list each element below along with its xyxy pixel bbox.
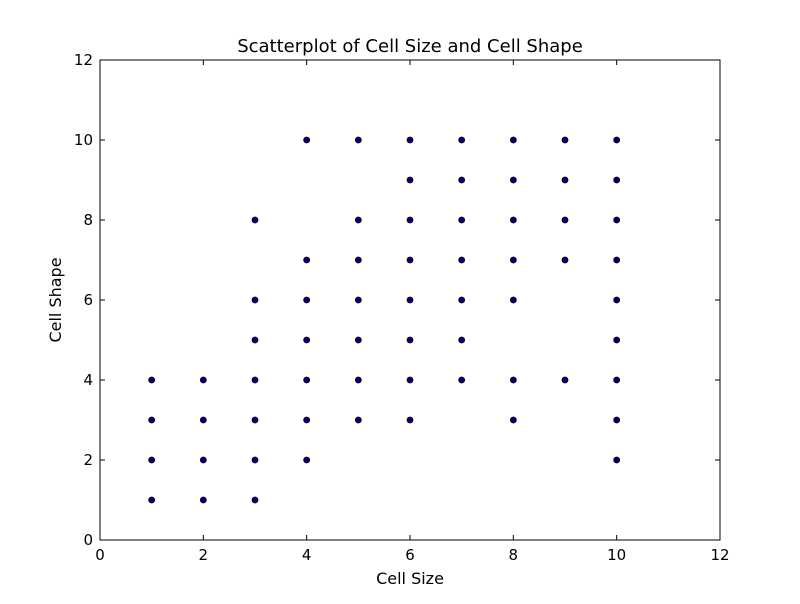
data-point <box>354 296 362 304</box>
y-tick-label: 12 <box>74 51 93 69</box>
data-point <box>199 376 207 384</box>
x-tick-label: 2 <box>199 546 209 564</box>
data-point <box>251 416 259 424</box>
data-point <box>561 216 569 224</box>
data-point <box>613 296 621 304</box>
data-point <box>354 416 362 424</box>
y-tick-label: 0 <box>83 531 93 549</box>
data-point <box>199 416 207 424</box>
y-tick-label: 10 <box>74 131 93 149</box>
data-point <box>509 216 517 224</box>
data-point <box>509 376 517 384</box>
data-point <box>354 136 362 144</box>
x-tick-label: 12 <box>710 546 729 564</box>
data-point <box>561 256 569 264</box>
data-point <box>613 336 621 344</box>
points-layer <box>148 136 621 504</box>
data-point <box>613 376 621 384</box>
data-point <box>613 256 621 264</box>
data-point <box>509 296 517 304</box>
data-point <box>303 136 311 144</box>
y-tick-label: 8 <box>83 211 93 229</box>
y-tick-label: 6 <box>83 291 93 309</box>
data-point <box>251 296 259 304</box>
data-point <box>509 176 517 184</box>
data-point <box>354 336 362 344</box>
data-point <box>613 456 621 464</box>
data-point <box>354 216 362 224</box>
data-point <box>509 136 517 144</box>
y-tick-label: 4 <box>83 371 93 389</box>
data-point <box>406 376 414 384</box>
data-point <box>148 376 156 384</box>
data-point <box>303 376 311 384</box>
data-point <box>251 216 259 224</box>
data-point <box>303 416 311 424</box>
data-point <box>561 376 569 384</box>
data-point <box>303 296 311 304</box>
data-point <box>613 136 621 144</box>
data-point <box>251 496 259 504</box>
data-point <box>406 176 414 184</box>
x-axis-label: Cell Size <box>376 569 444 588</box>
data-point <box>251 376 259 384</box>
data-point <box>406 296 414 304</box>
data-point <box>354 256 362 264</box>
data-point <box>303 456 311 464</box>
data-point <box>354 376 362 384</box>
y-tick-label: 2 <box>83 451 93 469</box>
data-point <box>458 296 466 304</box>
data-point <box>406 136 414 144</box>
data-point <box>458 216 466 224</box>
data-point <box>458 176 466 184</box>
data-point <box>613 176 621 184</box>
data-point <box>458 136 466 144</box>
data-point <box>561 176 569 184</box>
data-point <box>148 456 156 464</box>
data-point <box>458 336 466 344</box>
data-point <box>303 336 311 344</box>
chart-title: Scatterplot of Cell Size and Cell Shape <box>237 36 583 57</box>
data-point <box>406 416 414 424</box>
data-point <box>406 216 414 224</box>
data-point <box>251 336 259 344</box>
data-point <box>406 256 414 264</box>
data-point <box>406 336 414 344</box>
axes-layer: 0 2 4 6 8 10 12 0 2 4 6 8 10 12 <box>74 51 730 564</box>
data-point <box>199 456 207 464</box>
data-point <box>509 256 517 264</box>
data-point <box>458 376 466 384</box>
x-tick-label: 4 <box>302 546 312 564</box>
y-axis-label: Cell Shape <box>46 257 65 342</box>
data-point <box>251 456 259 464</box>
data-point <box>561 136 569 144</box>
data-point <box>613 416 621 424</box>
x-tick-label: 8 <box>509 546 519 564</box>
data-point <box>303 256 311 264</box>
x-tick-label: 10 <box>607 546 626 564</box>
data-point <box>199 496 207 504</box>
data-point <box>509 416 517 424</box>
data-point <box>613 216 621 224</box>
x-tick-label: 6 <box>405 546 415 564</box>
x-tick-label: 0 <box>95 546 105 564</box>
data-point <box>148 496 156 504</box>
data-point <box>458 256 466 264</box>
data-point <box>148 416 156 424</box>
